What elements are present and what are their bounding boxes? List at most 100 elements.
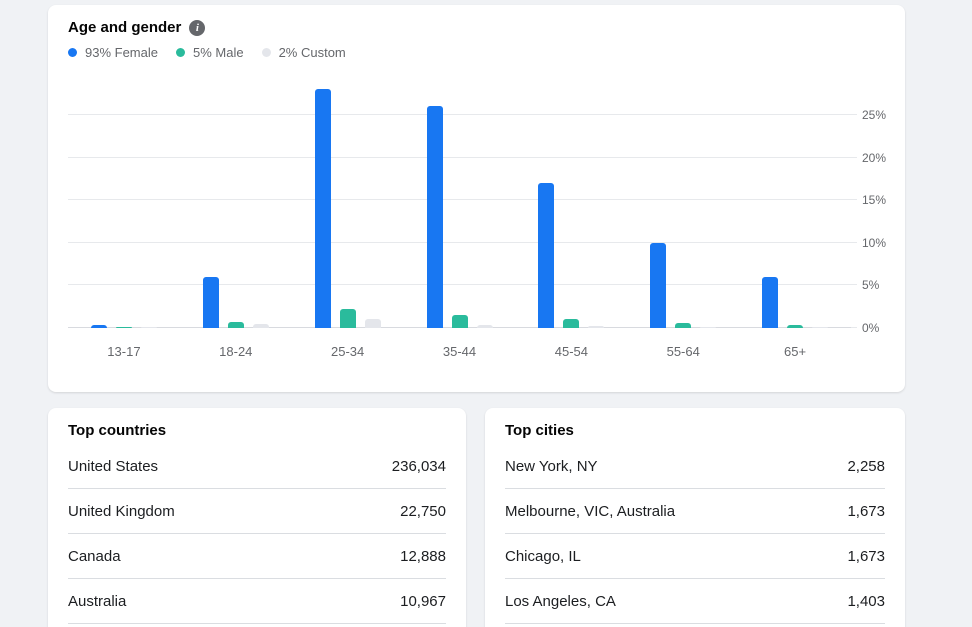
- legend-item: 2% Custom: [261, 45, 346, 60]
- top-countries-list: United States 236,034 United Kingdom 22,750…: [68, 444, 446, 624]
- bar-female-35-44[interactable]: [426, 106, 443, 328]
- gridline: [68, 284, 851, 286]
- top-countries-title: Top countries: [68, 422, 167, 439]
- legend-dot-icon: [68, 48, 77, 57]
- chart-y-axis: 0% 5% 10% 15% 20% 25%: [851, 63, 893, 335]
- bar-group-45-54: [515, 63, 627, 328]
- y-tick-label: 0%: [862, 321, 880, 335]
- bar-male-35-44[interactable]: [451, 315, 468, 328]
- list-item: Chicago, IL 1,673: [505, 534, 885, 579]
- x-axis-label: 35-44: [442, 344, 477, 359]
- bar-custom-45-54[interactable]: [588, 325, 605, 328]
- bar-custom-35-44[interactable]: [476, 324, 493, 328]
- bar-groups: [68, 63, 851, 328]
- list-item-label: New York, NY: [505, 457, 598, 475]
- list-item: United States 236,034: [68, 444, 446, 489]
- bar-female-18-24[interactable]: [202, 276, 219, 328]
- list-item: Canada 12,888: [68, 534, 446, 579]
- bar-group-18-24: [180, 63, 292, 328]
- x-axis-label: 45-54: [554, 344, 588, 359]
- list-item-label: Chicago, IL: [505, 547, 581, 565]
- list-item-value: 1,673: [847, 547, 885, 565]
- bar-female-55-64[interactable]: [650, 242, 667, 328]
- y-tick-label: 10%: [862, 235, 887, 250]
- list-item-value: 1,673: [847, 502, 885, 520]
- y-tick-mark: [851, 327, 857, 328]
- bar-female-45-54[interactable]: [538, 183, 555, 328]
- top-cities-list: New York, NY 2,258 Melbourne, VIC, Austral…: [505, 444, 885, 624]
- list-item-value: 12,888: [400, 547, 446, 565]
- gridline: [68, 156, 851, 158]
- age-gender-legend: 93% Female 5% Male 2% Custom: [48, 36, 905, 60]
- legend-label: 5% Male: [192, 45, 244, 60]
- y-tick-mark: [851, 114, 857, 115]
- y-tick-label: 25%: [862, 108, 887, 122]
- age-gender-title: Age and gender: [68, 19, 182, 36]
- x-axis-label: 13-17: [107, 344, 141, 359]
- list-item: Los Angeles, CA 1,403: [505, 579, 885, 624]
- age-gender-chart: 13-17 18-24 25-34 35-44 45-54 55-64 65+ 0% 5% 10…: [68, 63, 893, 359]
- list-item-value: 22,750: [400, 502, 446, 520]
- list-item-value: 10,967: [400, 592, 446, 610]
- list-item-label: Los Angeles, CA: [505, 592, 616, 610]
- gridline: [68, 199, 851, 201]
- gridline: [68, 114, 851, 115]
- gridline: [68, 241, 851, 243]
- top-cities-card: Top cities New York, NY 2,258 Melbourne, V…: [485, 408, 905, 627]
- bar-custom-13-17[interactable]: [140, 327, 157, 328]
- chart-x-axis: 13-17 18-24 25-34 35-44 45-54 55-64 65+: [68, 344, 851, 359]
- list-item-value: 236,034: [391, 457, 446, 475]
- info-icon[interactable]: i: [189, 19, 206, 36]
- bar-female-13-17[interactable]: [90, 325, 107, 328]
- legend-item: 93% Female: [68, 45, 158, 60]
- y-tick-label: 15%: [862, 193, 887, 208]
- y-tick-mark: [851, 156, 857, 158]
- bar-group-13-17: [68, 63, 180, 328]
- legend-label: 93% Female: [85, 45, 158, 60]
- x-axis-label: 18-24: [219, 344, 253, 359]
- top-countries-card: Top countries United States 236,034 United…: [48, 408, 466, 627]
- bar-male-13-17[interactable]: [115, 326, 132, 328]
- bar-custom-18-24[interactable]: [252, 323, 269, 328]
- legend-dot-icon: [261, 48, 271, 57]
- x-axis-label: 25-34: [331, 344, 365, 359]
- age-gender-header: Age and gender i: [48, 5, 905, 36]
- x-axis-label: 65+: [784, 344, 807, 359]
- legend-label: 2% Custom: [278, 45, 346, 60]
- bar-custom-65+[interactable]: [812, 327, 829, 328]
- y-tick-mark: [851, 241, 857, 243]
- list-item-label: United States: [68, 457, 159, 475]
- list-item-label: United Kingdom: [68, 502, 175, 520]
- list-item: Australia 10,967: [68, 579, 446, 624]
- bar-male-65+[interactable]: [787, 325, 804, 328]
- list-item-value: 2,258: [847, 457, 885, 475]
- bar-custom-55-64[interactable]: [700, 326, 717, 328]
- list-item-label: Canada: [68, 547, 121, 565]
- y-tick-mark: [851, 199, 857, 201]
- bar-custom-25-34[interactable]: [364, 318, 381, 328]
- list-item: United Kingdom 22,750: [68, 489, 446, 534]
- bar-female-25-34[interactable]: [314, 89, 331, 328]
- x-axis-label: 55-64: [666, 344, 700, 359]
- bar-male-18-24[interactable]: [227, 322, 244, 328]
- top-cities-title: Top cities: [505, 422, 574, 439]
- bar-group-55-64: [627, 63, 739, 328]
- list-item-value: 1,403: [847, 592, 885, 610]
- legend-dot-icon: [175, 48, 185, 57]
- chart-plot-area: [68, 63, 851, 328]
- bar-male-45-54[interactable]: [563, 319, 580, 328]
- bar-group-65+: [739, 63, 851, 328]
- bar-group-25-34: [292, 63, 404, 328]
- bar-male-25-34[interactable]: [339, 309, 356, 328]
- bar-male-55-64[interactable]: [675, 322, 692, 328]
- legend-item: 5% Male: [175, 45, 244, 60]
- age-gender-card: Age and gender i 93% Female 5% Male 2% Cus…: [48, 5, 905, 392]
- list-item-label: Melbourne, VIC, Australia: [505, 502, 676, 520]
- bar-female-65+[interactable]: [762, 276, 779, 328]
- y-tick-label: 20%: [862, 150, 887, 165]
- list-item: Melbourne, VIC, Australia 1,673: [505, 489, 885, 534]
- bar-group-35-44: [404, 63, 516, 328]
- list-item-label: Australia: [68, 592, 127, 610]
- y-tick-label: 5%: [862, 278, 880, 293]
- list-item: New York, NY 2,258: [505, 444, 885, 489]
